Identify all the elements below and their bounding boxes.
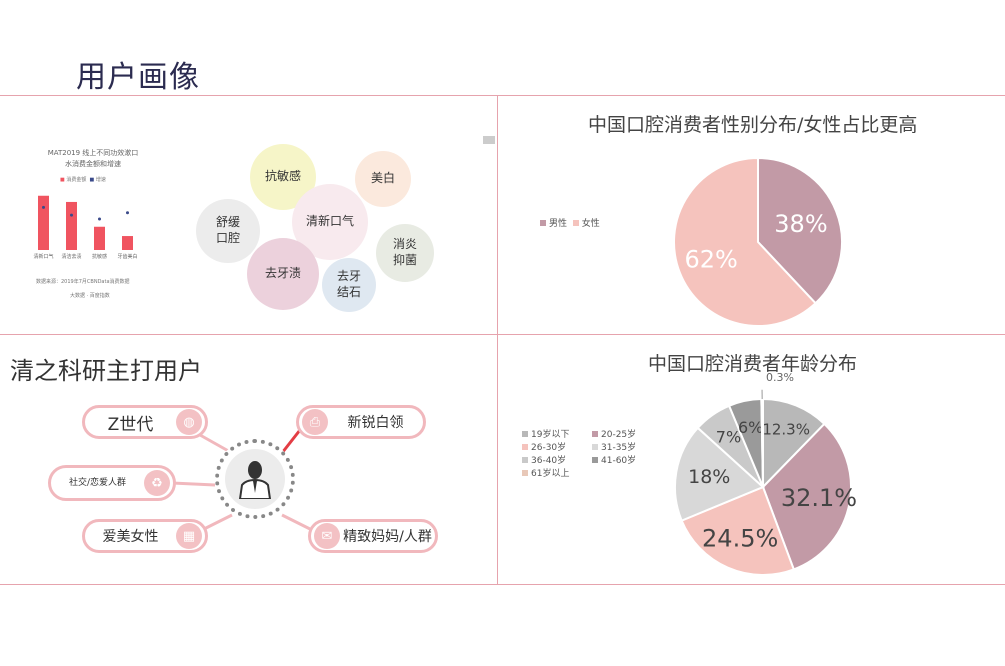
pie-slice	[757, 156, 843, 305]
efficacy-panel: MAT2019 线上不同功效漱口 水消费金额和增速 ■ 消费金额 ■ 增速 清新…	[0, 96, 497, 334]
group-label: 爱美女性	[102, 529, 159, 545]
gender-chart-title: 中国口腔消费者性别分布/女性占比更高	[588, 114, 918, 136]
pie-label: 18%	[688, 466, 730, 488]
bubble-whitening: 美白	[355, 151, 411, 207]
legend-item: 20-25岁	[592, 427, 636, 440]
pie-slice	[674, 426, 765, 522]
group-social[interactable]: 社交/恋爱人群 ♻	[48, 465, 176, 501]
mini-bar-label: 清洁去渍	[61, 253, 81, 260]
bubble-tartar-removal: 去牙结石	[322, 258, 376, 312]
pie-label: 32.1%	[781, 484, 857, 512]
mini-chart-source: 数据来源：2019年7月CBNData消费数据	[36, 279, 130, 285]
group-moms[interactable]: ✉ 精致妈妈/人群	[308, 519, 438, 553]
legend-label-male: 男性	[549, 219, 568, 229]
age-chart-title: 中国口腔消费者年龄分布	[648, 353, 858, 375]
group-beauty-women[interactable]: 爱美女性 ▦	[82, 519, 208, 553]
bubble-soothing: 舒缓口腔	[196, 199, 260, 263]
mini-bar-label: 牙齿美白	[117, 253, 137, 260]
legend-swatch-female	[572, 219, 579, 226]
mail-icon: ✉	[314, 523, 340, 549]
bubble-stain-removal: 去牙渍	[247, 238, 319, 310]
group-label: 社交/恋爱人群	[68, 477, 127, 488]
pie-slice	[762, 397, 826, 490]
users-title: 清之科研主打用户	[10, 357, 202, 385]
pie-slice	[673, 156, 817, 327]
mini-bar-chart: 清新口气 清洁去渍 抗敏感 牙齿美白	[33, 195, 138, 260]
group-gen-z[interactable]: Z世代 ◍	[82, 405, 208, 439]
bubble-anti-inflammatory: 消炎抑菌	[376, 224, 434, 282]
legend-swatch-male	[540, 219, 546, 226]
mini-chart-legend: ■ 消费金额 ■ 增速	[60, 177, 106, 183]
legend-item: 61岁以上	[522, 466, 569, 479]
gender-pie-chart: 38% 62%	[673, 156, 843, 327]
pie-slice	[680, 485, 796, 576]
mini-bar	[122, 236, 133, 250]
legend-item: 26-30岁	[522, 440, 566, 453]
mini-bar-label: 清新口气	[33, 253, 53, 260]
users-panel: 清之科研主打用户 Z世代 ◍ ⎙ 新锐白领 社交/恋爱人群 ♻ 爱美女性 ▦ ✉…	[0, 335, 497, 584]
gender-legend: 男性 女性	[540, 216, 600, 229]
pie-label: 6%	[738, 418, 763, 437]
mini-bar	[66, 201, 77, 250]
legend-item: 19岁以下	[522, 427, 569, 440]
age-pie-chart: 12.3% 32.1%24.5% 18% 7%6% 0.3%	[674, 371, 857, 576]
page-title: 用户画像	[76, 60, 200, 95]
divider-vertical	[497, 95, 498, 585]
scrollbar-thumb[interactable]	[483, 136, 495, 144]
person-icon	[238, 461, 272, 499]
user-avatar	[225, 449, 285, 509]
divider-top	[0, 95, 1005, 96]
recycle-icon: ♻	[144, 470, 170, 496]
group-label: Z世代	[107, 414, 154, 435]
mini-growth-point	[42, 205, 45, 209]
mini-chart-title: MAT2019 线上不同功效漱口 水消费金额和增速	[47, 149, 139, 168]
mini-bar	[94, 226, 105, 250]
mini-growth-point	[126, 211, 129, 215]
calculator-icon: ▦	[176, 523, 202, 549]
mini-growth-point	[70, 213, 73, 217]
pie-slice	[760, 397, 764, 488]
legend-item: 41-60岁	[592, 453, 636, 466]
pie-label: 7%	[716, 428, 741, 447]
mini-bar-label: 抗敏感	[92, 253, 107, 260]
mini-chart-brand: 大数据 · 百度指数	[70, 293, 110, 299]
age-panel: 中国口腔消费者年龄分布 19岁以下 20-25岁 26-30岁 31-35岁 3…	[498, 335, 1005, 584]
legend-item: 31-35岁	[592, 440, 636, 453]
group-label: 精致妈妈/人群	[343, 529, 432, 545]
mini-bar	[38, 195, 49, 250]
mini-growth-point	[98, 217, 101, 221]
group-white-collar[interactable]: ⎙ 新锐白领	[296, 405, 426, 439]
legend-item: 36-40岁	[522, 453, 566, 466]
divider-bottom	[0, 584, 1005, 585]
pie-label: 24.5%	[702, 524, 778, 552]
pie-label: 38%	[774, 210, 827, 238]
printer-icon: ⎙	[302, 409, 328, 435]
user-hub	[215, 439, 295, 519]
divider-middle	[0, 334, 1005, 335]
group-label: 新锐白领	[347, 415, 404, 431]
pie-label: 0.3%	[766, 371, 794, 384]
legend-label-female: 女性	[581, 219, 600, 229]
globe-icon: ◍	[176, 409, 202, 435]
pie-label: 62%	[684, 246, 737, 274]
pie-label: 12.3%	[762, 420, 810, 438]
gender-panel: 中国口腔消费者性别分布/女性占比更高 男性 女性 38% 62%	[498, 96, 1005, 334]
pie-slice	[761, 422, 852, 571]
